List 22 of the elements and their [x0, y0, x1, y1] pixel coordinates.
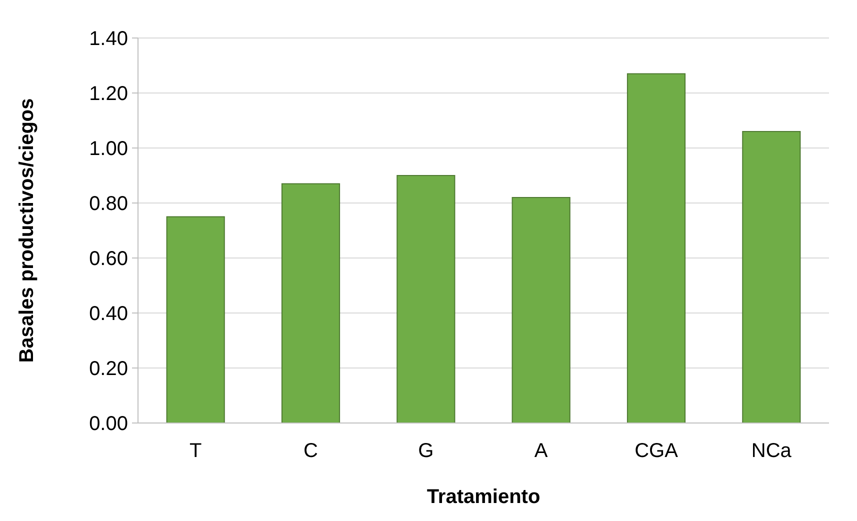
- y-tick-label: 0.20: [89, 358, 128, 380]
- y-tick-label: 1.20: [89, 83, 128, 105]
- bar: [396, 175, 456, 424]
- x-axis-title: Tratamiento: [426, 486, 540, 508]
- x-tick-label: NCa: [751, 440, 792, 462]
- y-tick-label: 0.00: [89, 413, 128, 435]
- x-tick-label: C: [304, 440, 318, 462]
- x-tick-label: T: [189, 440, 202, 462]
- bar: [626, 73, 686, 424]
- bar: [166, 216, 225, 424]
- bar: [512, 197, 570, 424]
- y-tick-label: 1.00: [89, 138, 128, 160]
- y-axis-title: Basales productivos/ciegos: [16, 98, 38, 363]
- bar: [281, 183, 340, 424]
- y-tick-label: 0.40: [89, 303, 128, 325]
- y-tick-label: 0.60: [89, 248, 128, 270]
- x-tick-label: G: [418, 440, 434, 462]
- y-tick-label: 1.40: [89, 28, 128, 50]
- y-tick-label: 0.80: [89, 193, 128, 215]
- x-tick-label: A: [534, 440, 548, 462]
- bar: [742, 131, 801, 424]
- x-tick-label: CGA: [634, 440, 679, 462]
